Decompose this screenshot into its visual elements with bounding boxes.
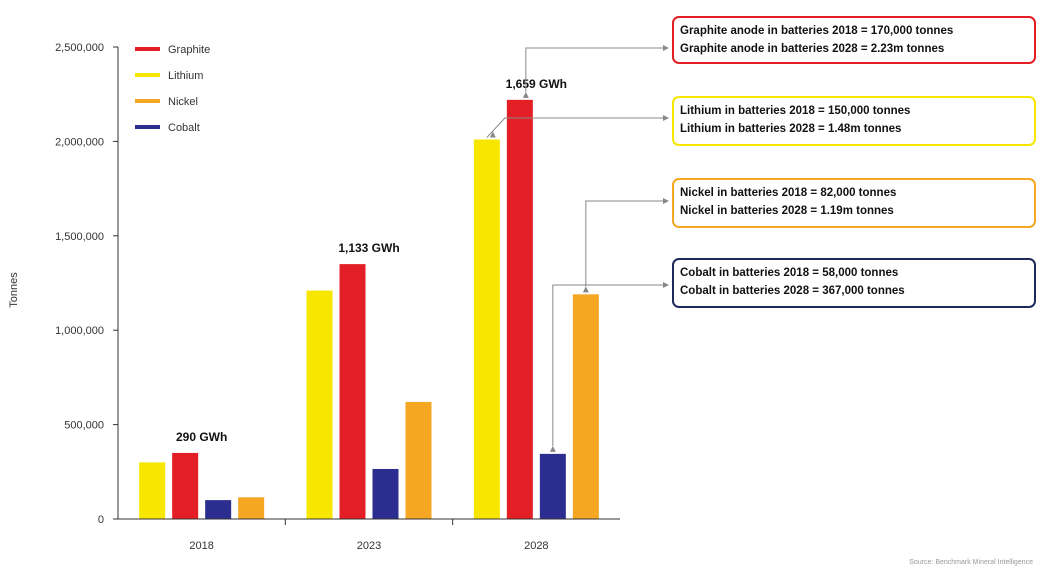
connector-cobalt bbox=[552, 284, 668, 446]
connector-graphite bbox=[525, 47, 668, 92]
legend-label-graphite: Graphite bbox=[168, 44, 210, 56]
y-tick-label: 1,500,000 bbox=[55, 231, 104, 243]
connector-arrowhead-graphite bbox=[663, 45, 669, 51]
legend-label-lithium: Lithium bbox=[168, 70, 203, 82]
connector-arrowhead-cobalt bbox=[663, 282, 669, 288]
connector-tail-nickel bbox=[582, 286, 589, 293]
connector-arrowhead-nickel bbox=[663, 198, 669, 204]
connector-nickel bbox=[585, 200, 668, 287]
y-tick-label: 0 bbox=[98, 514, 104, 526]
annotation-nickel: Nickel in batteries 2018 = 82,000 tonnes… bbox=[672, 178, 1036, 228]
annotation-cobalt: Cobalt in batteries 2018 = 58,000 tonnes… bbox=[672, 258, 1036, 308]
connector-tail-lithium bbox=[489, 131, 496, 138]
x-tick-label: 2018 bbox=[189, 540, 213, 552]
bar-graphite-2023 bbox=[339, 264, 366, 519]
y-tick-label: 1,000,000 bbox=[55, 325, 104, 337]
total-gwh-label: 1,659 GWh bbox=[506, 77, 567, 91]
annotation-lithium-line-1: Lithium in batteries 2018 = 150,000 tonn… bbox=[680, 105, 911, 117]
annotation-lithium: Lithium in batteries 2018 = 150,000 tonn… bbox=[672, 96, 1036, 146]
annotation-graphite-line-1: Graphite anode in batteries 2018 = 170,0… bbox=[680, 25, 954, 37]
source-note: Source: Benchmark Mineral Intelligence bbox=[909, 559, 1033, 566]
bar-cobalt-2028 bbox=[539, 453, 566, 519]
bar-cobalt-2023 bbox=[372, 468, 399, 519]
bar-nickel-2028 bbox=[572, 294, 599, 519]
y-axis-label: Tonnes bbox=[8, 272, 20, 308]
x-tick-label: 2028 bbox=[524, 540, 548, 552]
annotation-cobalt-line-2: Cobalt in batteries 2028 = 367,000 tonne… bbox=[680, 285, 905, 297]
annotation-graphite: Graphite anode in batteries 2018 = 170,0… bbox=[672, 16, 1036, 64]
y-tick-label: 500,000 bbox=[64, 420, 104, 432]
annotation-cobalt-line-1: Cobalt in batteries 2018 = 58,000 tonnes bbox=[680, 267, 899, 279]
connector-lithium bbox=[486, 117, 668, 138]
annotation-lithium-line-2: Lithium in batteries 2028 = 1.48m tonnes bbox=[680, 123, 902, 135]
bar-graphite-2028 bbox=[506, 99, 533, 519]
bar-graphite-2018 bbox=[172, 452, 199, 519]
total-gwh-label: 1,133 GWh bbox=[338, 241, 399, 255]
bar-lithium-2028 bbox=[473, 139, 500, 519]
y-tick-label: 2,000,000 bbox=[55, 136, 104, 148]
legend-label-nickel: Nickel bbox=[168, 96, 198, 108]
annotation-nickel-line-1: Nickel in batteries 2018 = 82,000 tonnes bbox=[680, 187, 897, 199]
connector-tail-graphite bbox=[522, 91, 529, 98]
bar-lithium-2023 bbox=[306, 290, 333, 519]
annotation-nickel-line-2: Nickel in batteries 2028 = 1.19m tonnes bbox=[680, 205, 894, 217]
connector-arrowhead-lithium bbox=[663, 115, 669, 121]
bar-nickel-2023 bbox=[405, 401, 432, 519]
x-tick-label: 2023 bbox=[357, 540, 381, 552]
legend-label-cobalt: Cobalt bbox=[168, 122, 200, 134]
bar-lithium-2018 bbox=[139, 462, 166, 519]
bar-cobalt-2018 bbox=[205, 500, 232, 519]
y-tick-label: 2,500,000 bbox=[55, 42, 104, 54]
bar-nickel-2018 bbox=[238, 497, 265, 519]
connector-tail-cobalt bbox=[549, 445, 556, 452]
total-gwh-label: 290 GWh bbox=[176, 430, 227, 444]
annotation-graphite-line-2: Graphite anode in batteries 2028 = 2.23m… bbox=[680, 43, 945, 55]
